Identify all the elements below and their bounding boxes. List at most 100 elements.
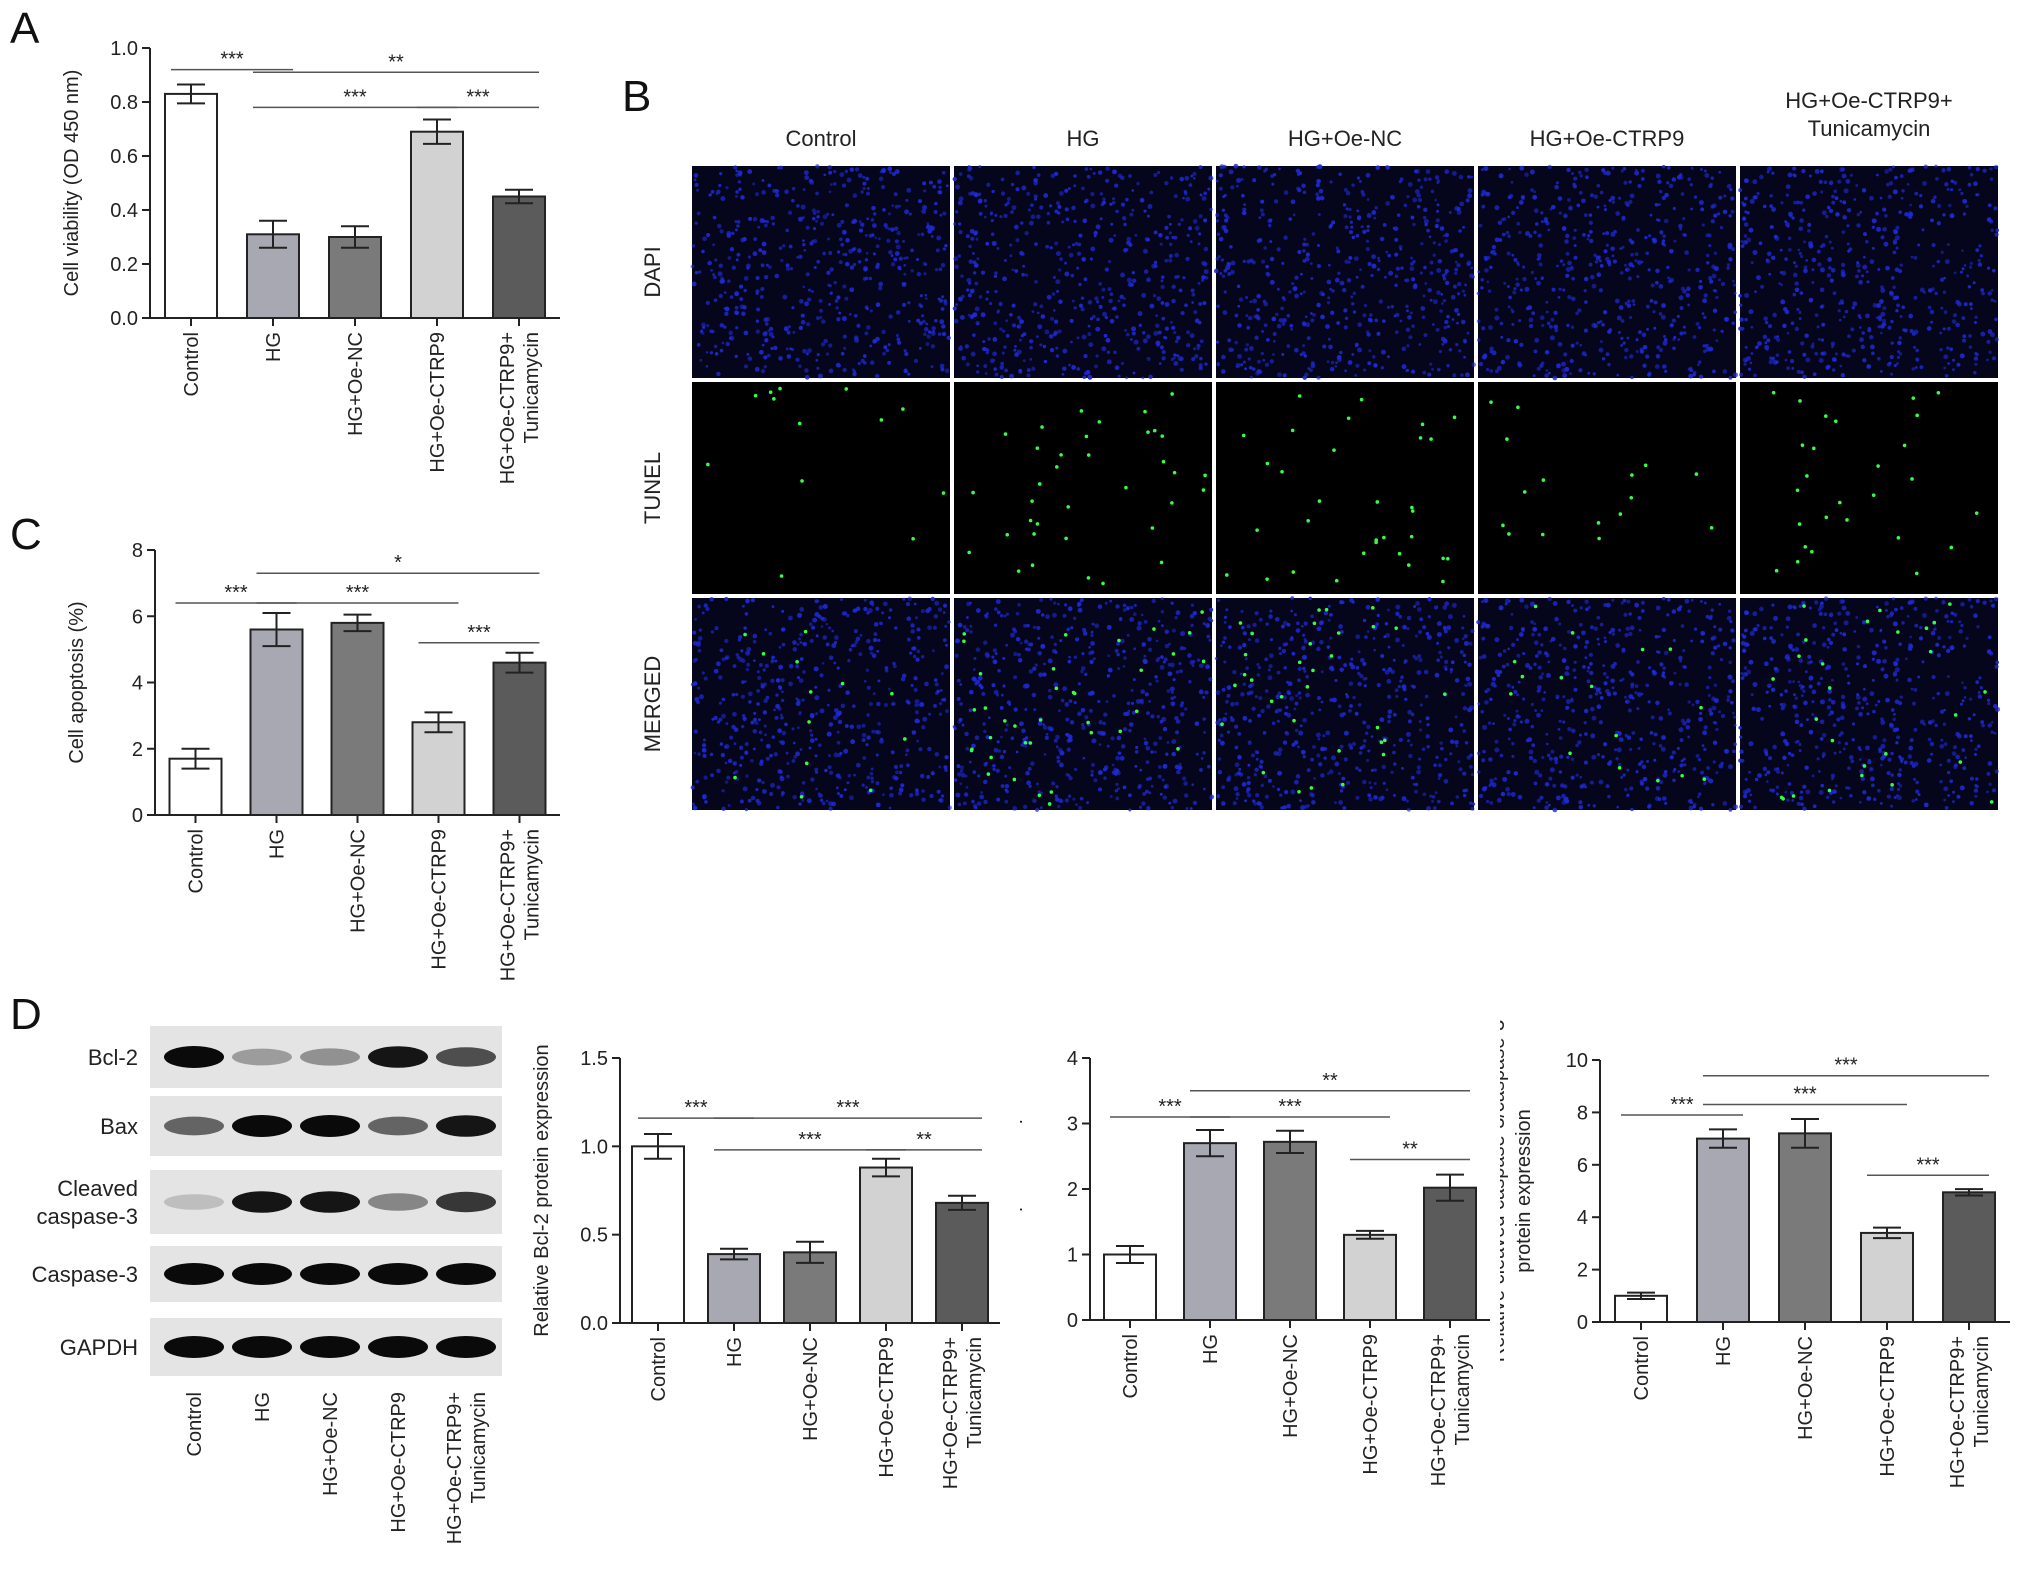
dapi-nucleus bbox=[1857, 314, 1861, 318]
dapi-nucleus bbox=[1828, 266, 1832, 270]
dapi-nucleus bbox=[1293, 613, 1297, 617]
dapi-nucleus bbox=[939, 213, 943, 217]
dapi-nucleus bbox=[1497, 652, 1503, 658]
dapi-nucleus bbox=[978, 211, 983, 216]
dapi-nucleus bbox=[1914, 191, 1919, 196]
dapi-nucleus bbox=[969, 228, 975, 234]
dapi-nucleus bbox=[1881, 322, 1887, 327]
dapi-nucleus bbox=[1027, 208, 1031, 212]
dapi-nucleus bbox=[1381, 764, 1387, 770]
dapi-nucleus bbox=[1269, 609, 1273, 613]
dapi-nucleus bbox=[1765, 348, 1769, 351]
dapi-nucleus bbox=[857, 248, 862, 253]
dapi-nucleus bbox=[845, 690, 850, 695]
dapi-nucleus bbox=[1194, 318, 1200, 324]
dapi-nucleus bbox=[1605, 231, 1610, 235]
dapi-nucleus bbox=[1894, 175, 1898, 180]
dapi-nucleus bbox=[842, 367, 847, 373]
dapi-nucleus bbox=[714, 258, 718, 262]
dapi-nucleus bbox=[764, 338, 769, 343]
dapi-nucleus bbox=[1431, 795, 1436, 799]
tunel-positive-cell bbox=[1242, 672, 1247, 677]
dapi-nucleus bbox=[1043, 193, 1049, 198]
dapi-nucleus bbox=[1528, 755, 1534, 761]
dapi-nucleus bbox=[1008, 766, 1012, 770]
dapi-nucleus bbox=[1330, 360, 1335, 365]
dapi-nucleus bbox=[1358, 768, 1362, 772]
dapi-nucleus bbox=[1969, 307, 1973, 310]
dapi-nucleus bbox=[833, 661, 837, 665]
dapi-nucleus bbox=[713, 298, 718, 302]
dapi-nucleus bbox=[1489, 778, 1494, 784]
tunel-positive-cell bbox=[799, 795, 804, 799]
dapi-nucleus bbox=[919, 773, 925, 779]
dapi-nucleus bbox=[1394, 274, 1399, 279]
dapi-nucleus bbox=[1132, 371, 1136, 375]
dapi-nucleus bbox=[1256, 751, 1260, 755]
dapi-nucleus bbox=[1834, 196, 1839, 201]
tunel-positive-cell bbox=[808, 690, 813, 694]
dapi-nucleus bbox=[1294, 728, 1299, 733]
dapi-nucleus bbox=[764, 628, 768, 632]
dapi-nucleus bbox=[812, 217, 816, 221]
dapi-nucleus bbox=[1009, 312, 1013, 317]
dapi-nucleus bbox=[910, 623, 915, 628]
dapi-nucleus bbox=[1821, 323, 1825, 326]
dapi-nucleus bbox=[969, 601, 972, 605]
dapi-nucleus bbox=[1710, 176, 1714, 180]
dapi-nucleus bbox=[1096, 300, 1100, 304]
dapi-nucleus bbox=[1238, 767, 1242, 771]
dapi-nucleus bbox=[1388, 270, 1394, 276]
dapi-nucleus bbox=[1537, 665, 1542, 670]
dapi-nucleus bbox=[1858, 280, 1863, 285]
dapi-nucleus bbox=[1159, 242, 1163, 246]
dapi-nucleus bbox=[1594, 260, 1599, 264]
dapi-nucleus bbox=[1099, 730, 1105, 736]
dapi-nucleus bbox=[1260, 351, 1264, 356]
dapi-nucleus bbox=[1739, 372, 1743, 377]
dapi-nucleus bbox=[1598, 691, 1602, 695]
dapi-nucleus bbox=[1539, 363, 1544, 368]
dapi-nucleus bbox=[1808, 243, 1814, 249]
dapi-nucleus bbox=[1202, 717, 1207, 721]
tunel-positive-cell bbox=[1265, 461, 1270, 466]
dapi-nucleus bbox=[1436, 209, 1440, 213]
dapi-nucleus bbox=[960, 765, 964, 770]
dapi-nucleus bbox=[1956, 362, 1961, 367]
dapi-nucleus bbox=[1091, 314, 1096, 319]
dapi-nucleus bbox=[875, 302, 881, 307]
dapi-nucleus bbox=[1297, 666, 1302, 672]
dapi-nucleus bbox=[1026, 780, 1031, 786]
dapi-nucleus bbox=[920, 655, 925, 659]
dapi-nucleus bbox=[1422, 792, 1427, 797]
dapi-nucleus bbox=[1411, 324, 1415, 328]
dapi-nucleus bbox=[836, 250, 841, 254]
dapi-nucleus bbox=[1955, 322, 1960, 328]
dapi-nucleus bbox=[1042, 672, 1047, 677]
dapi-nucleus bbox=[1658, 189, 1663, 194]
dapi-nucleus bbox=[781, 642, 786, 647]
row-label-tunel: TUNEL bbox=[640, 452, 665, 524]
dapi-nucleus bbox=[701, 671, 705, 675]
dapi-nucleus bbox=[945, 709, 949, 713]
dapi-nucleus bbox=[1059, 257, 1063, 261]
dapi-nucleus bbox=[1571, 604, 1574, 607]
tunel-positive-cell bbox=[1079, 409, 1084, 413]
y-tick-label: 10 bbox=[1566, 1050, 1588, 1072]
dapi-nucleus bbox=[1358, 751, 1363, 755]
x-tick-label-hg-oe-ctrp9: HG+Oe-CTRP9 bbox=[429, 829, 451, 970]
dapi-nucleus bbox=[1256, 673, 1261, 677]
dapi-nucleus bbox=[1931, 242, 1936, 248]
dapi-nucleus bbox=[1216, 232, 1221, 236]
dapi-nucleus bbox=[800, 319, 806, 325]
dapi-nucleus bbox=[724, 638, 729, 644]
y-tick-label: 0.6 bbox=[110, 146, 138, 168]
dapi-nucleus bbox=[894, 626, 898, 630]
dapi-nucleus bbox=[1590, 193, 1594, 198]
dapi-nucleus bbox=[1367, 261, 1372, 266]
dapi-nucleus bbox=[1242, 207, 1247, 212]
dapi-nucleus bbox=[1441, 302, 1444, 305]
dapi-nucleus bbox=[742, 716, 747, 721]
dapi-nucleus bbox=[1350, 657, 1354, 661]
dapi-nucleus bbox=[1831, 194, 1835, 199]
